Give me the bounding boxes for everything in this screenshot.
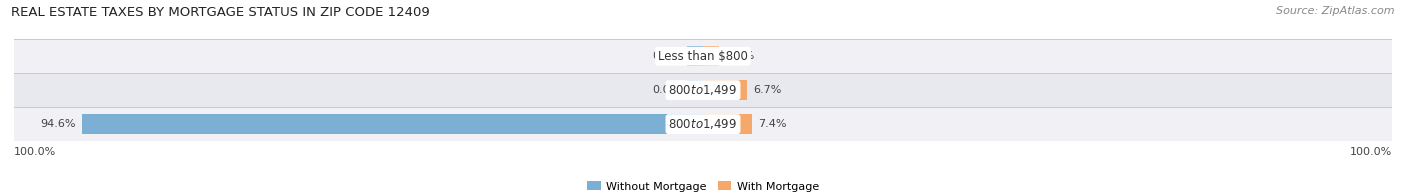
Bar — [686, 46, 703, 66]
Text: 0.0%: 0.0% — [725, 51, 754, 61]
Text: Less than $800: Less than $800 — [658, 50, 748, 63]
Text: $800 to $1,499: $800 to $1,499 — [668, 83, 738, 97]
Text: 6.7%: 6.7% — [754, 85, 782, 95]
Text: REAL ESTATE TAXES BY MORTGAGE STATUS IN ZIP CODE 12409: REAL ESTATE TAXES BY MORTGAGE STATUS IN … — [11, 6, 430, 19]
Text: 0.0%: 0.0% — [652, 51, 681, 61]
Text: 7.4%: 7.4% — [758, 119, 786, 129]
Bar — [83, 114, 703, 134]
Text: Source: ZipAtlas.com: Source: ZipAtlas.com — [1277, 6, 1395, 16]
Legend: Without Mortgage, With Mortgage: Without Mortgage, With Mortgage — [588, 181, 818, 192]
Bar — [14, 39, 1392, 73]
Bar — [14, 107, 1392, 141]
Text: 0.0%: 0.0% — [652, 85, 681, 95]
Text: 94.6%: 94.6% — [41, 119, 76, 129]
Text: 100.0%: 100.0% — [1350, 147, 1392, 157]
Bar — [703, 46, 720, 66]
Text: 100.0%: 100.0% — [14, 147, 56, 157]
Bar — [686, 80, 703, 100]
Bar — [703, 80, 747, 100]
Bar — [703, 114, 752, 134]
Text: $800 to $1,499: $800 to $1,499 — [668, 117, 738, 131]
Bar — [14, 73, 1392, 107]
